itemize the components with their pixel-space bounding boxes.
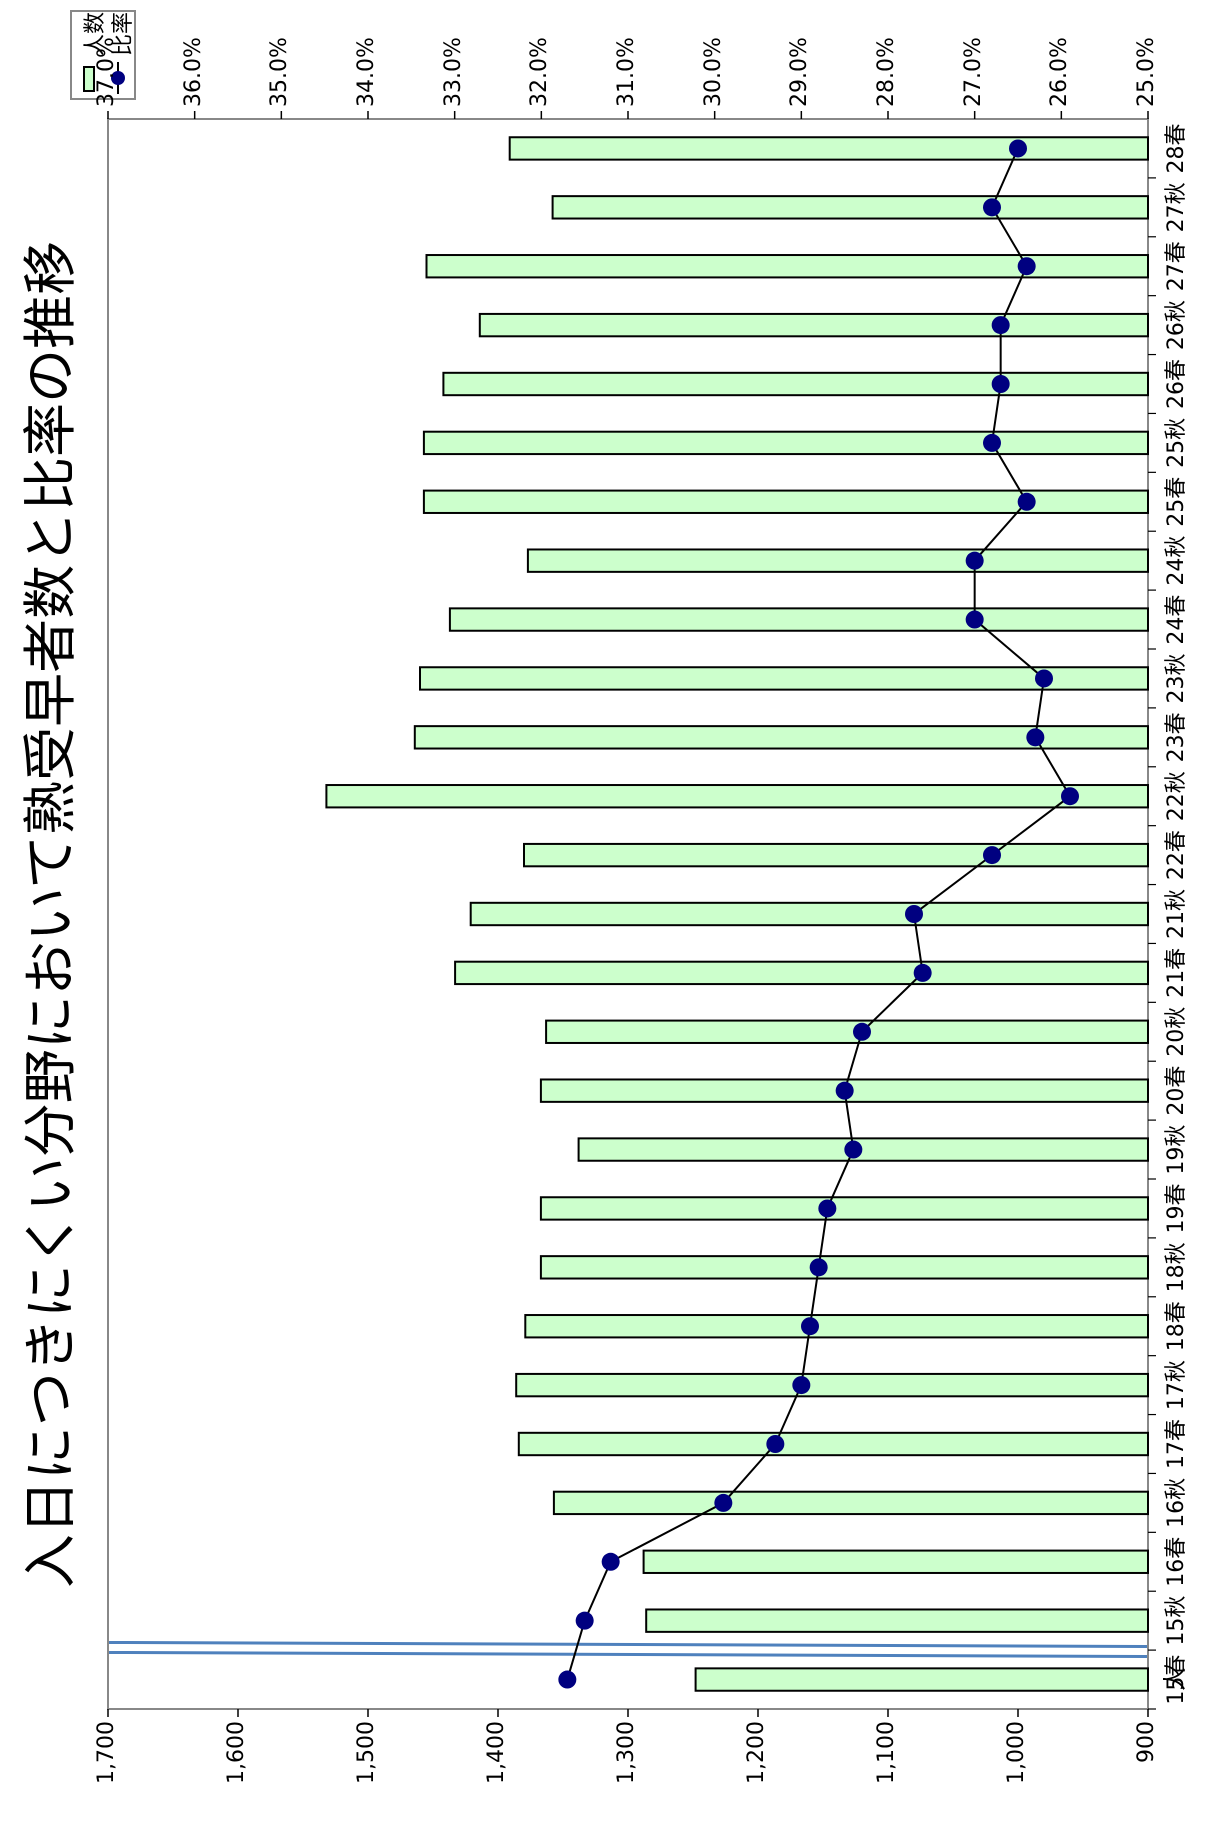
y-left-tick-label: 1,100 [874,1721,899,1784]
bar-count [694,1667,1149,1692]
ratio-point [714,1493,733,1512]
y-left-tick-label: 1,700 [94,1721,119,1784]
bar-count [442,371,1149,397]
ratio-point [991,316,1010,335]
axis-break-line [108,1640,1148,1648]
y-left-tick-label: 1,200 [744,1721,769,1784]
ratio-point [1009,139,1027,158]
y-right-tick-label: 34.0% [354,37,379,107]
y-right-tick-label: 31.0% [614,37,639,107]
y-right-tick-label: 35.0% [267,37,293,107]
axis-break-line [108,1650,1148,1658]
bar-count [478,312,1149,338]
bar-count [524,1314,1149,1339]
ratio-point [801,1317,819,1336]
ratio-point [1035,669,1053,688]
ratio-point [792,1376,811,1395]
y-right-tick-label: 37.0% [94,37,119,107]
ratio-point [913,963,932,982]
ratio-point [983,433,1001,452]
ratio-point [601,1552,620,1571]
ratio-point [1017,257,1036,276]
y-right-tick-label: 29.0% [787,37,813,107]
ratio-point [965,551,984,570]
ratio-point [818,1199,837,1218]
bar-count [552,1490,1149,1516]
bar-count [325,784,1149,809]
bar-count [422,489,1149,514]
y-left-tick-label: 1,400 [484,1721,509,1784]
ratio-point [853,1022,871,1041]
y-left-tick-label: 1,600 [224,1721,249,1784]
bar-count [508,136,1149,161]
ratio-point [983,846,1001,865]
bar-count [526,548,1149,573]
ratio-point [766,1435,785,1453]
bar-count [517,1431,1149,1457]
y-right-tick-label: 32.0% [527,37,553,107]
ratio-point [1017,492,1036,511]
ratio-point [835,1081,854,1100]
y-left-tick-label: 1,300 [614,1721,639,1784]
ratio-point [809,1258,828,1277]
ratio-point [983,198,1001,217]
bar-count [469,901,1149,927]
y-left-tick-label: 900 [1134,1721,1159,1763]
bar-count [539,1196,1149,1221]
bar-count [551,195,1149,220]
ratio-point [1061,787,1079,806]
y-right-tick-label: 36.0% [180,37,206,107]
bar-count [422,430,1149,456]
bar-count [645,1608,1149,1633]
y-left-tick-label: 1,000 [1004,1721,1029,1784]
bar-count [419,666,1149,691]
x-tick-label: 28春 [1164,123,1189,174]
ratio-point [965,610,984,629]
y-right-tick-label: 30.0% [700,37,726,107]
y-right-tick-label: 25.0% [1134,37,1159,107]
bar-count [539,1255,1149,1280]
ratio-point [905,905,923,923]
bar-count [545,1019,1149,1044]
bar-count [454,960,1150,986]
y-right-tick-label: 27.0% [960,37,986,107]
ratio-point [1026,728,1045,747]
ratio-point [575,1611,594,1630]
bar-count [642,1549,1149,1574]
chart-title: 入日につきにくい分野において熟受早者数と比率の推移 [19,240,82,1589]
ratio-point [844,1140,863,1159]
bar-count [577,1137,1149,1162]
bar-count [425,254,1149,279]
ratio-point [991,375,1010,393]
y-left-tick-label: 1,500 [354,1721,379,1784]
bar-count [515,1372,1149,1398]
y-right-tick-label: 33.0% [440,37,466,107]
y-right-tick-label: 26.0% [1047,37,1073,107]
ratio-point [558,1670,577,1689]
y-right-tick-label: 28.0% [874,37,899,107]
bar-count [413,725,1149,750]
